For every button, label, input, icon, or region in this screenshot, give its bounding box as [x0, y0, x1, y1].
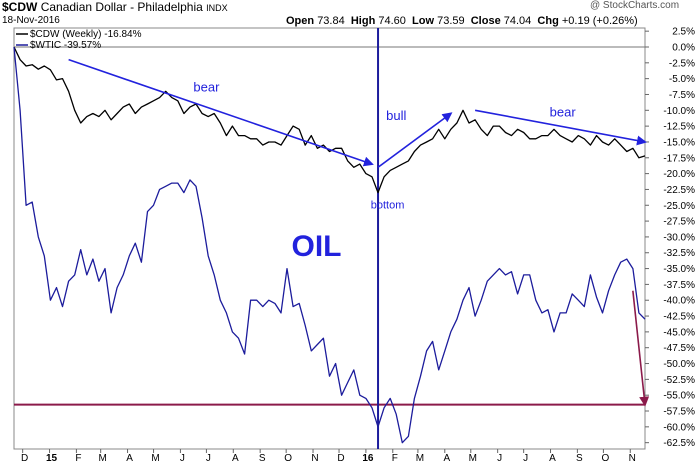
watermark: @ StockCharts.com [590, 0, 680, 11]
legend-entry: $CDW (Weekly) -16.84% [30, 29, 142, 40]
instrument-name: Canadian Dollar - Philadelphia [40, 0, 203, 14]
x-tick-label: M [151, 453, 159, 464]
x-tick-label: F [392, 453, 398, 464]
y-tick-label: -27.5% [663, 217, 695, 228]
annotation-label: bottom [371, 199, 405, 211]
cdw-series-line [13, 46, 646, 194]
open-label: Open [286, 15, 315, 27]
trend-arrow [474, 109, 647, 146]
y-tick-label: -47.5% [663, 343, 695, 354]
open-value: 73.84 [317, 15, 345, 27]
y-tick-label: 2.5% [672, 27, 695, 38]
x-tick-label: A [549, 453, 556, 464]
y-tick-label: -50.0% [663, 359, 695, 370]
y-tick-label: -52.5% [663, 375, 695, 386]
x-tick-label: A [126, 453, 133, 464]
chart-title-line: $CDW Canadian Dollar - Philadelphia INDX [2, 0, 228, 14]
x-tick-label: J [523, 453, 528, 464]
ohlc-readout: Open 73.84 High 74.60 Low 73.59 Close 74… [286, 15, 638, 27]
y-tick-label: -12.5% [663, 122, 695, 133]
x-tick-label: F [75, 453, 81, 464]
x-tick-label: N [629, 453, 636, 464]
low-value: 73.59 [437, 15, 465, 27]
x-tick-label: A [232, 453, 239, 464]
y-tick-label: -32.5% [663, 248, 695, 259]
x-tick-label: O [284, 453, 292, 464]
x-tick-label: N [311, 453, 318, 464]
y-tick-label: -57.5% [663, 407, 695, 418]
y-tick-label: -22.5% [663, 185, 695, 196]
y-tick-label: -2.5% [669, 58, 695, 69]
y-tick-label: -20.0% [663, 169, 695, 180]
plot-frame [13, 27, 646, 450]
x-tick-label: A [443, 453, 450, 464]
y-tick-label: -37.5% [663, 280, 695, 291]
x-tick-label: J [180, 453, 185, 464]
x-tick-label: D [21, 453, 28, 464]
y-tick-label: -7.5% [669, 90, 695, 101]
exchange: INDX [206, 3, 228, 13]
y-tick-label: -35.0% [663, 264, 695, 275]
close-value: 74.04 [503, 15, 532, 27]
close-label: Close [470, 15, 501, 27]
trend-arrow [68, 58, 374, 167]
y-tick-label: -17.5% [663, 153, 695, 164]
trend-arrow [632, 290, 650, 407]
x-tick-label: 15 [46, 453, 58, 464]
y-tick-label: -30.0% [663, 232, 695, 243]
x-tick-label: M [99, 453, 107, 464]
x-tick-label: S [576, 453, 583, 464]
high-value: 74.60 [378, 15, 406, 27]
y-tick-label: -5.0% [669, 74, 695, 85]
x-tick-label: D [337, 453, 344, 464]
legend-entry: $WTIC -39.57% [30, 40, 101, 51]
y-tick-label: -15.0% [663, 137, 695, 148]
trend-arrow [377, 112, 453, 168]
chg-label: Chg [537, 15, 559, 27]
y-tick-label: 0.0% [672, 42, 695, 53]
y-tick-label: -55.0% [663, 391, 695, 402]
annotation-label: OIL [291, 230, 341, 263]
x-tick-label: M [416, 453, 424, 464]
x-tick-label: O [602, 453, 610, 464]
x-tick-label: J [206, 453, 211, 464]
high-label: High [350, 15, 376, 27]
y-tick-label: -45.0% [663, 327, 695, 338]
y-tick-label: -25.0% [663, 201, 695, 212]
annotation-label: bull [386, 108, 406, 123]
wtic-series-line [13, 46, 646, 444]
chg-value: +0.19 (+0.26%) [561, 15, 638, 27]
x-tick-label: S [259, 453, 266, 464]
x-tick-label: J [497, 453, 502, 464]
y-tick-label: -10.0% [663, 106, 695, 117]
y-tick-label: -42.5% [663, 312, 695, 323]
symbol: $CDW [2, 0, 38, 14]
x-tick-label: M [469, 453, 477, 464]
y-tick-label: -60.0% [663, 422, 695, 433]
annotation-label: bear [193, 79, 220, 94]
chart-date: 18-Nov-2016 [2, 15, 60, 26]
annotation-label: bear [550, 105, 577, 120]
y-tick-label: -62.5% [663, 438, 695, 449]
x-tick-label: 16 [362, 453, 374, 464]
y-tick-label: -40.0% [663, 296, 695, 307]
low-label: Low [412, 15, 435, 27]
